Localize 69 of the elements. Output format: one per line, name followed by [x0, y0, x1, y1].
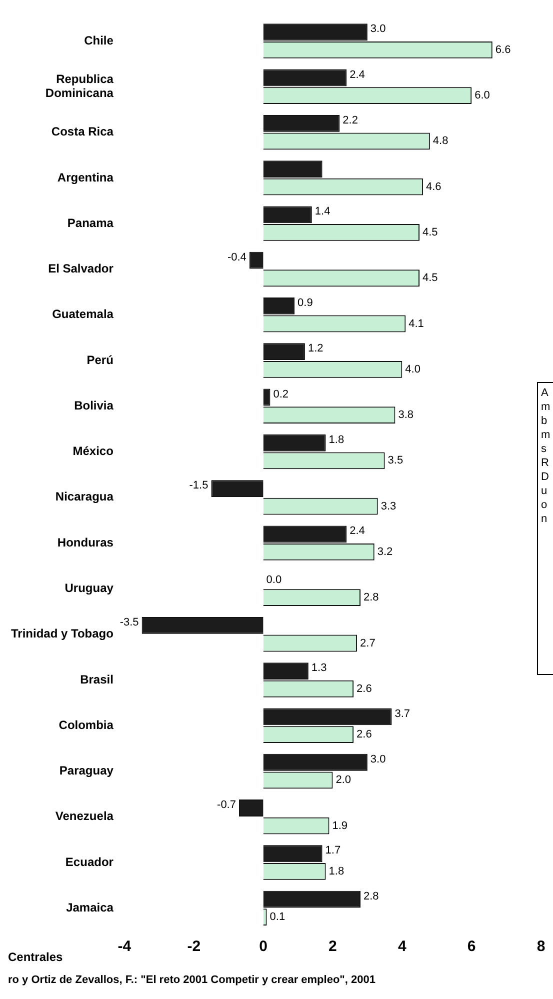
- y-tick-label: Panama: [67, 216, 114, 230]
- data-label: 2.2: [342, 114, 358, 126]
- x-tick-label: 8: [536, 938, 546, 956]
- data-label: 0.1: [270, 911, 286, 924]
- y-tick-label: Colombia: [58, 718, 114, 732]
- data-label: -0.4: [227, 251, 246, 264]
- y-tick-label: México: [72, 444, 114, 458]
- data-label: 3.2: [377, 546, 393, 558]
- data-label: 1.3: [311, 662, 327, 674]
- y-tick-label: Bolivia: [74, 398, 114, 412]
- data-label: 4.0: [405, 363, 420, 376]
- data-label: 0.9: [298, 296, 313, 309]
- data-label: 6.6: [495, 44, 511, 56]
- y-tick-label: Argentina: [57, 170, 114, 184]
- data-label: 2.8: [363, 592, 379, 604]
- y-tick-label: Brasil: [80, 672, 114, 686]
- y-tick-label: Honduras: [57, 535, 114, 550]
- y-tick-label: Jamaica: [66, 900, 114, 914]
- y-tick-label: Republica Dominicana: [45, 72, 114, 100]
- data-label: 1.7: [325, 844, 341, 857]
- x-tick-label: 0: [259, 938, 268, 956]
- data-label: 3.7: [394, 708, 410, 720]
- data-label: 3.0: [370, 753, 386, 766]
- data-label: 3.0: [370, 23, 386, 36]
- data-label: 6.0: [474, 90, 490, 102]
- data-label: 3.3: [380, 500, 396, 512]
- data-label: 1.9: [332, 820, 348, 832]
- y-tick-label: Paraguay: [59, 764, 114, 778]
- text: Centrales: [8, 950, 63, 964]
- data-label: 2.4: [350, 68, 365, 81]
- data-label: 4.6: [426, 180, 442, 193]
- data-label: -0.7: [217, 799, 236, 812]
- x-tick-label: 4: [398, 938, 407, 956]
- data-label: 4.1: [408, 318, 424, 330]
- y-tick-label: Uruguay: [64, 581, 114, 596]
- x-tick-label: -2: [187, 938, 201, 956]
- y-tick-label: Venezuela: [55, 809, 114, 824]
- data-label: 2.6: [356, 682, 372, 695]
- x-tick-label: 6: [467, 938, 476, 956]
- data-label: 0.2: [273, 388, 289, 400]
- data-label: 4.5: [422, 272, 438, 284]
- data-label: 2.6: [356, 728, 372, 741]
- data-label: 4.5: [422, 226, 438, 239]
- data-label: 2.8: [363, 890, 379, 902]
- data-label: 4.8: [432, 135, 448, 148]
- x-tick-label: 2: [328, 938, 337, 956]
- data-label: 3.8: [398, 409, 414, 422]
- y-tick-label: El Salvador: [48, 262, 114, 276]
- y-tick-label: Perú: [86, 352, 114, 367]
- data-label: 2.4: [350, 525, 365, 538]
- data-label: -3.5: [120, 616, 139, 628]
- y-tick-label: Costa Rica: [51, 124, 114, 139]
- data-label: 1.4: [314, 206, 330, 218]
- data-label: 2.7: [360, 637, 376, 650]
- data-label: -1.5: [189, 480, 208, 492]
- y-tick-label: Trinidad y Tobago: [10, 626, 114, 641]
- x-tick-label: -4: [118, 938, 132, 956]
- data-label: 0.0: [266, 574, 282, 586]
- y-tick-label: Ecuador: [65, 854, 114, 869]
- data-label: 1.8: [328, 865, 344, 878]
- text: ro y Ortiz de Zevallos, F.: "El reto 2001 Competir y crear empleo", 2001: [8, 974, 376, 986]
- data-label: 3.5: [388, 454, 404, 467]
- y-tick-label: Chile: [84, 33, 114, 48]
- y-tick-label: Guatemala: [52, 307, 114, 322]
- data-label: 1.8: [328, 434, 344, 446]
- data-label: 2.0: [336, 774, 352, 786]
- text: A m b m s R D u o n: [541, 387, 550, 525]
- y-tick-label: Nicaragua: [55, 490, 114, 504]
- data-label: 1.2: [308, 342, 324, 355]
